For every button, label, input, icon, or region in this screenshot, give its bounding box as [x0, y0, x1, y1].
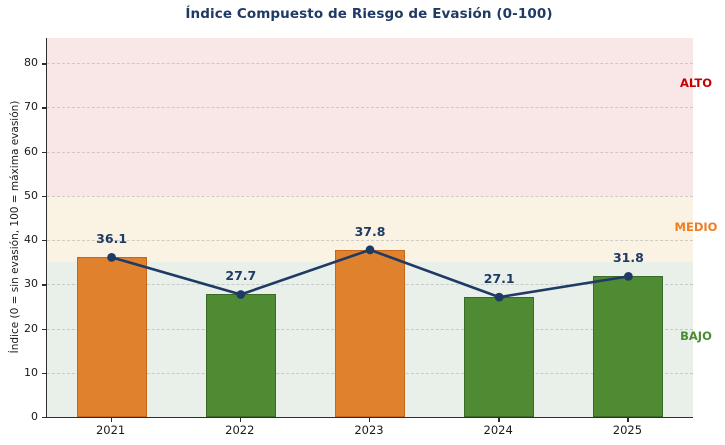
y-tick-label-70: 70	[24, 100, 38, 114]
x-tick-label-2025: 2025	[612, 423, 643, 437]
x-tick-label-2023: 2023	[354, 423, 384, 437]
value-label-2023: 37.8	[354, 223, 386, 239]
gridline-50	[47, 195, 693, 197]
y-tick-mark-40	[42, 240, 46, 242]
x-tick-mark-2021	[110, 418, 112, 423]
y-axis-title: Índice (0 = sin evasión, 100 = máxima ev…	[9, 100, 21, 354]
y-tick-mark-50	[42, 195, 46, 198]
zone-label-bajo: BAJO	[680, 329, 712, 344]
data-point-2022	[236, 290, 246, 299]
y-tick-mark-70	[42, 107, 46, 109]
y-tick-label-20: 20	[24, 321, 38, 335]
data-point-2021	[107, 252, 116, 262]
y-tick-mark-60	[42, 151, 46, 154]
y-tick-mark-80	[42, 63, 46, 65]
chart-title: Índice Compuesto de Riesgo de Evasión (0…	[185, 6, 553, 22]
x-tick-mark-2022	[239, 418, 242, 423]
y-tick-mark-30	[42, 284, 46, 286]
bar-2024	[464, 297, 535, 417]
bar-2022	[205, 294, 276, 417]
y-tick-label-80: 80	[24, 56, 38, 70]
x-tick-label-2021: 2021	[95, 423, 126, 437]
y-tick-label-50: 50	[24, 188, 38, 202]
x-tick-label-2024: 2024	[483, 423, 513, 437]
bar-2021	[76, 257, 147, 417]
gridline-60	[47, 151, 693, 153]
data-point-2024	[494, 292, 504, 302]
y-tick-mark-0	[42, 417, 46, 419]
value-label-2022: 27.7	[225, 268, 257, 284]
bar-2025	[593, 276, 664, 417]
y-tick-label-10: 10	[24, 365, 38, 379]
trend-line-path	[111, 248, 629, 299]
y-tick-label-40: 40	[24, 233, 38, 247]
plot-area: 36.1 27.7 37.8 27.1 31.8	[46, 38, 693, 418]
y-tick-mark-20	[42, 328, 46, 330]
x-tick-mark-2024	[498, 418, 500, 423]
x-tick-mark-2023	[369, 418, 371, 423]
y-tick-label-30: 30	[24, 277, 38, 291]
gridline-40	[47, 240, 693, 242]
risk-zone-alto	[47, 38, 693, 196]
zone-label-medio: MEDIO	[674, 219, 718, 234]
data-point-2023	[365, 245, 375, 255]
trend-line	[107, 245, 633, 302]
zone-label-alto: ALTO	[680, 76, 712, 91]
gridline-80	[47, 63, 693, 65]
data-point-2025	[624, 271, 633, 281]
gridline-70	[47, 107, 693, 109]
y-tick-label-60: 60	[24, 144, 38, 158]
y-tick-mark-10	[42, 372, 46, 375]
value-label-2021: 36.1	[96, 231, 128, 247]
x-tick-label-2022: 2022	[225, 423, 255, 437]
value-label-2025: 31.8	[612, 250, 644, 266]
bar-2023	[335, 249, 405, 417]
y-tick-label-0: 0	[31, 410, 38, 423]
x-tick-mark-2025	[627, 418, 629, 423]
value-label-2024: 27.1	[483, 271, 515, 287]
